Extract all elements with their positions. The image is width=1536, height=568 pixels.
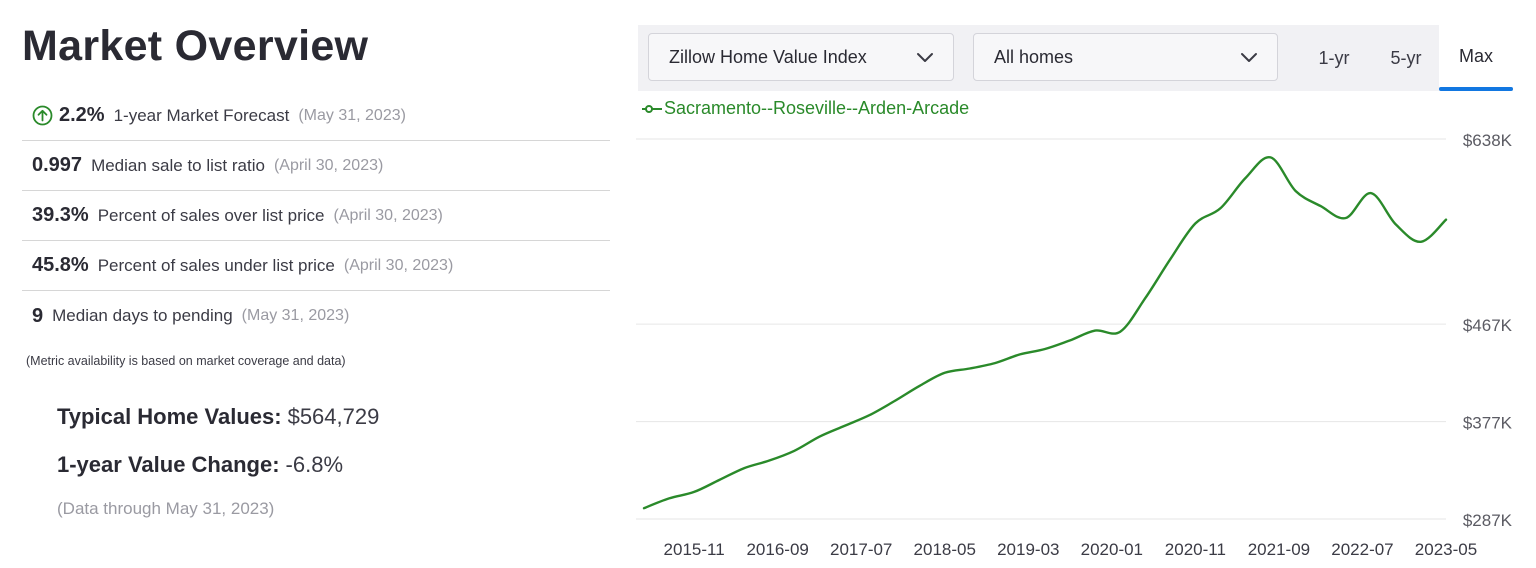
chart-toolbar: Zillow Home Value Index All homes 1-yr 5… (638, 25, 1513, 91)
x-tick-label: 2016-09 (746, 540, 808, 559)
grid-lines (636, 138, 1446, 520)
metric-row-days-pending: 9 Median days to pending (May 31, 2023) (22, 291, 610, 341)
x-tick-label: 2015-11 (664, 540, 725, 559)
index-select-value: Zillow Home Value Index (669, 46, 867, 67)
metric-row-forecast: 2.2% 1-year Market Forecast (May 31, 202… (22, 91, 610, 141)
y-tick-label: $287K (1463, 511, 1513, 530)
metric-label: Percent of sales under list price (97, 255, 335, 275)
metric-row-sale-to-list: 0.997 Median sale to list ratio (April 3… (22, 141, 610, 191)
range-5yr-button[interactable]: 5-yr (1390, 47, 1422, 68)
value-change-value: -6.8% (285, 452, 344, 477)
metrics-list: 2.2% 1-year Market Forecast (May 31, 202… (22, 91, 610, 341)
metric-label: Median sale to list ratio (91, 155, 265, 175)
arrow-up-circle-icon (32, 105, 53, 126)
x-axis-ticks: 2015-11 2016-09 2017-07 2018-05 2019-03 2020-… (664, 540, 1478, 559)
y-tick-label: $377K (1463, 414, 1513, 433)
home-value-chart: $638K $467K $377K $287K 2015-11 2016-09 2017-… (636, 131, 1513, 559)
range-1yr-button[interactable]: 1-yr (1318, 47, 1350, 68)
metric-label: 1-year Market Forecast (113, 105, 290, 125)
x-tick-label: 2023-05 (1415, 540, 1477, 559)
typical-home-values: Typical Home Values: $564,729 (57, 404, 379, 430)
chevron-down-icon (1241, 53, 1257, 62)
x-tick-label: 2018-05 (914, 540, 976, 559)
metric-value: 2.2% (59, 104, 105, 126)
x-tick-label: 2020-01 (1081, 540, 1143, 559)
metric-row-over-list: 39.3% Percent of sales over list price (… (22, 191, 610, 241)
metric-value: 45.8% (32, 254, 89, 276)
y-axis-ticks: $638K $467K $377K $287K (1463, 131, 1513, 530)
metric-date: (April 30, 2023) (333, 206, 443, 224)
x-tick-label: 2020-11 (1165, 540, 1226, 559)
chart-panel: Zillow Home Value Index All homes 1-yr 5… (636, 0, 1536, 568)
metric-availability-note: (Metric availability is based on market … (26, 354, 346, 368)
value-change-label: 1-year Value Change: (57, 452, 280, 477)
legend-series-label: Sacramento--Roseville--Arden-Arcade (664, 98, 970, 118)
metric-label: Median days to pending (52, 306, 233, 325)
one-year-value-change: 1-year Value Change: -6.8% (57, 452, 343, 478)
legend-line-marker-icon (642, 104, 662, 113)
metric-date: (April 30, 2023) (273, 156, 384, 174)
metric-date: (May 31, 2023) (241, 307, 350, 324)
metric-value: 9 (32, 304, 44, 327)
home-type-select-value: All homes (994, 46, 1074, 67)
home-type-select[interactable]: All homes (973, 33, 1278, 81)
metric-value: 39.3% (32, 204, 89, 226)
typical-home-values-value: $564,729 (287, 404, 380, 429)
metric-value: 0.997 (32, 154, 83, 176)
data-through-note: (Data through May 31, 2023) (57, 499, 275, 518)
metric-date: (May 31, 2023) (298, 106, 406, 124)
y-tick-label: $467K (1463, 316, 1513, 335)
x-tick-label: 2017-07 (830, 540, 892, 559)
x-tick-label: 2022-07 (1331, 540, 1393, 559)
y-tick-label: $638K (1463, 131, 1513, 150)
metric-date: (April 30, 2023) (343, 256, 454, 274)
series-lines (642, 156, 1448, 510)
chevron-down-icon (917, 53, 933, 62)
page-title: Market Overview (22, 22, 369, 70)
index-select[interactable]: Zillow Home Value Index (648, 33, 954, 81)
metric-row-under-list: 45.8% Percent of sales under list price … (22, 241, 610, 291)
range-max-button[interactable]: Max (1439, 25, 1513, 91)
series-line[interactable] (642, 156, 1448, 510)
market-overview-panel: Market Overview 2.2% 1-year Market Forec… (0, 0, 620, 568)
chart-legend[interactable]: Sacramento--Roseville--Arden-Arcade (642, 98, 969, 119)
metric-label: Percent of sales over list price (97, 205, 325, 225)
x-tick-label: 2019-03 (997, 540, 1059, 559)
x-tick-label: 2021-09 (1248, 540, 1310, 559)
typical-home-values-label: Typical Home Values: (57, 404, 282, 429)
